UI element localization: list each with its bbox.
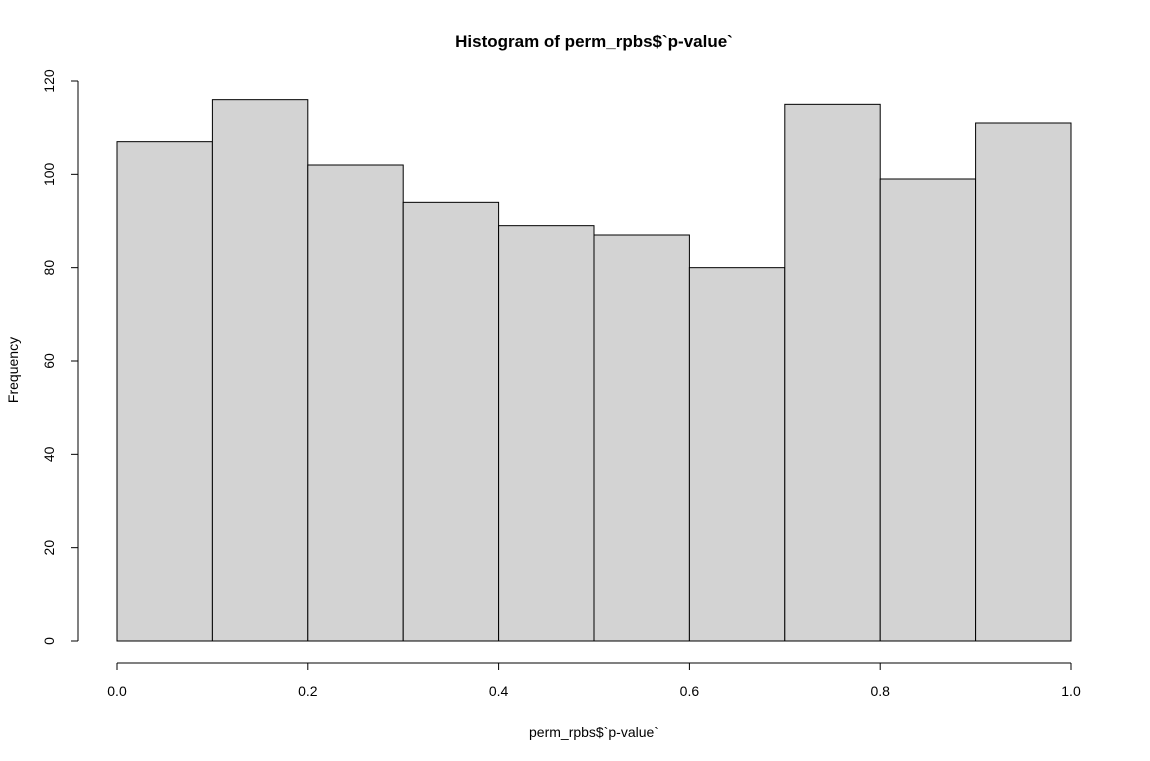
chart-title: Histogram of perm_rpbs$`p-value` — [455, 32, 733, 51]
y-tick-label: 40 — [41, 446, 57, 462]
x-tick-label: 0.0 — [107, 683, 127, 699]
bars-group — [116, 99, 1072, 642]
histogram-bar — [211, 99, 309, 642]
y-tick-label: 0 — [41, 637, 57, 645]
histogram-bar — [879, 178, 977, 642]
histogram-bar — [593, 234, 690, 642]
x-axis-label: perm_rpbs$`p-value` — [529, 724, 659, 740]
histogram-bar — [402, 201, 500, 642]
y-axis-label: Frequency — [5, 337, 21, 403]
y-tick-label: 60 — [41, 353, 57, 369]
x-tick-label: 0.6 — [680, 683, 700, 699]
x-tick-label: 0.2 — [298, 683, 318, 699]
histogram-bar — [498, 225, 595, 642]
y-tick-label: 80 — [41, 260, 57, 276]
histogram-bar — [116, 141, 213, 642]
histogram-bar — [784, 103, 881, 642]
y-axis: 0 20 40 60 80 100 120 — [41, 69, 79, 645]
x-tick-label: 0.8 — [870, 683, 890, 699]
histogram-bar — [975, 122, 1072, 642]
x-tick-label: 0.4 — [489, 683, 509, 699]
y-tick-label: 100 — [41, 162, 57, 186]
histogram-bar — [688, 267, 786, 642]
histogram-bar — [307, 164, 404, 642]
x-tick-label: 1.0 — [1061, 683, 1081, 699]
x-axis: 0.0 0.2 0.4 0.6 0.8 1.0 — [107, 662, 1081, 699]
y-tick-label: 20 — [41, 540, 57, 556]
y-tick-label: 120 — [41, 69, 57, 93]
